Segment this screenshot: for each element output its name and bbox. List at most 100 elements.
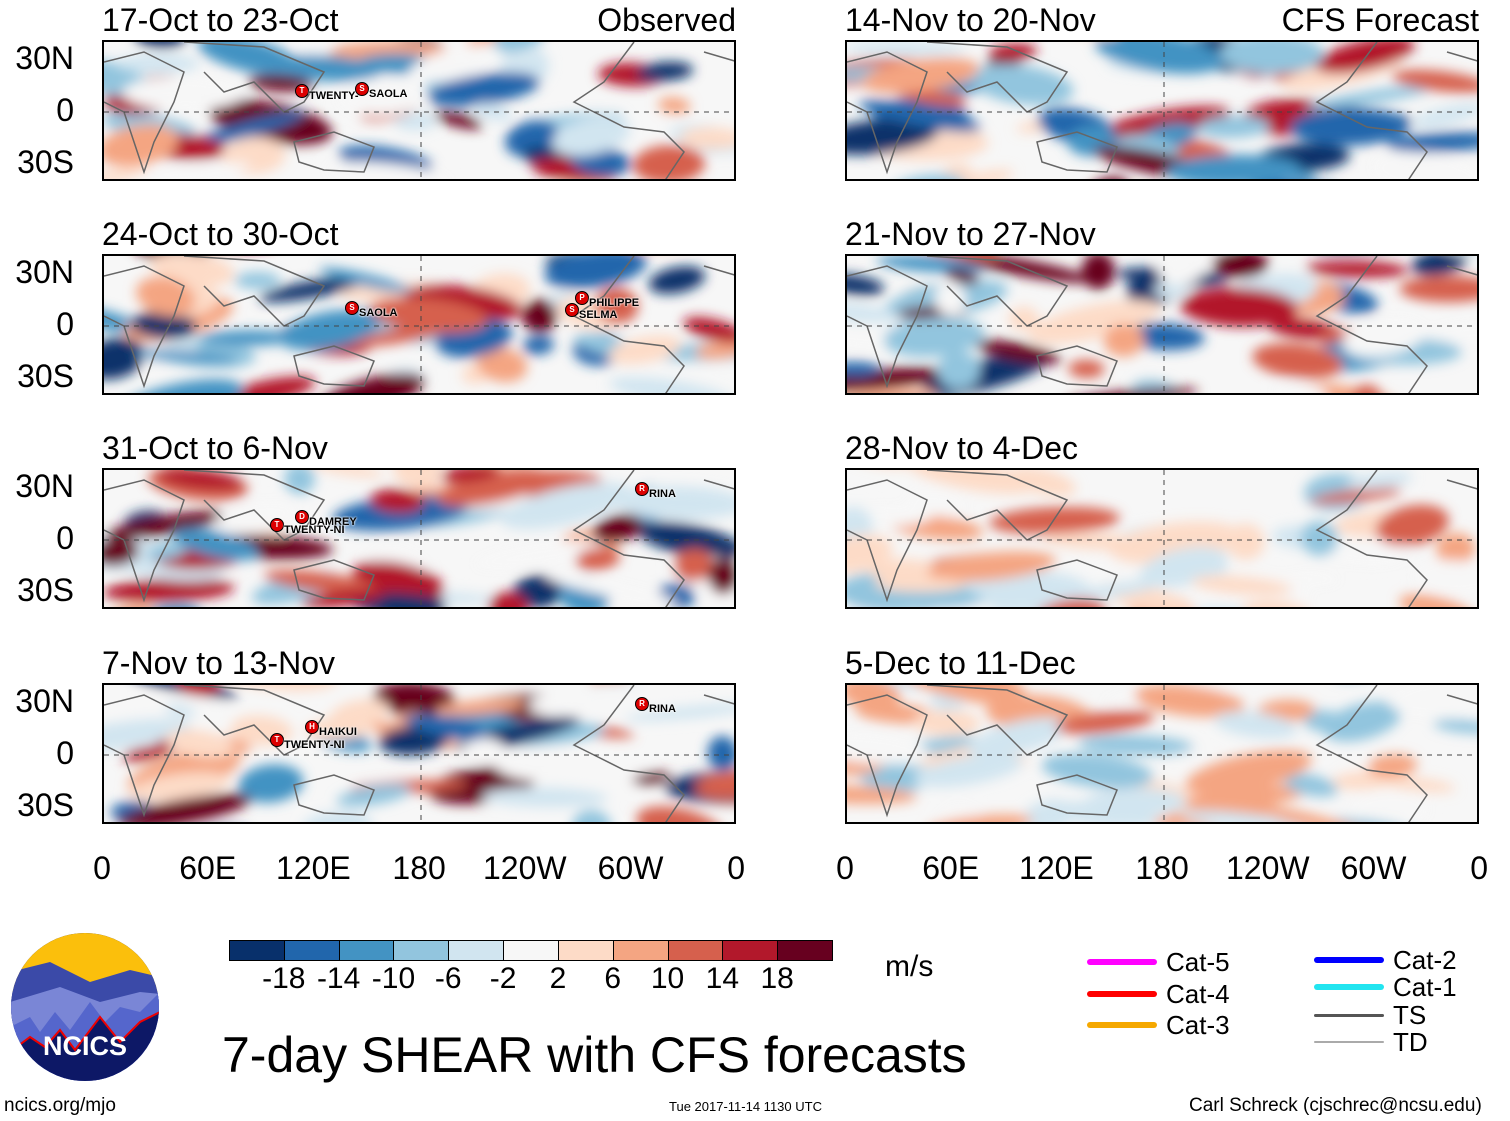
figure-title: 7-day SHEAR with CFS forecasts bbox=[222, 1027, 967, 1083]
map-panel: D DAMREY T TWENTY-NI R RINA bbox=[102, 468, 736, 609]
shear-anomaly-contour bbox=[149, 256, 235, 287]
shear-anomaly-contour bbox=[369, 297, 488, 333]
shear-anomaly-contour bbox=[369, 488, 425, 514]
shear-anomaly-contour bbox=[551, 268, 614, 288]
shear-anomaly-contour bbox=[1399, 275, 1477, 303]
cyclone-icon: T bbox=[270, 518, 284, 532]
shear-anomaly-contour bbox=[393, 470, 442, 489]
shear-anomaly-contour bbox=[177, 685, 220, 697]
shear-anomaly-contour bbox=[1191, 575, 1292, 596]
shear-anomaly-contour bbox=[694, 769, 734, 800]
shear-anomaly-contour bbox=[1315, 42, 1415, 74]
shear-anomaly-contour bbox=[913, 710, 980, 736]
panel-title: 21-Nov to 27-Nov bbox=[845, 216, 1096, 252]
shear-anomaly-contour bbox=[297, 42, 334, 60]
shear-anomaly-contour bbox=[945, 268, 980, 285]
shear-anomaly-contour bbox=[1197, 116, 1271, 138]
shear-anomaly-contour bbox=[847, 361, 881, 377]
shear-anomaly-contour bbox=[1008, 306, 1040, 331]
coastlines bbox=[104, 470, 734, 607]
shear-anomaly-contour bbox=[476, 347, 528, 383]
colorbar-tick-label: 18 bbox=[760, 962, 794, 995]
shear-anomaly-contour bbox=[404, 714, 487, 740]
panel-title: 28-Nov to 4-Dec bbox=[845, 430, 1078, 466]
shear-anomaly-contour bbox=[1041, 753, 1153, 789]
shear-anomaly-contour bbox=[847, 42, 967, 56]
storm-label: SAOLA bbox=[359, 307, 398, 319]
shear-anomaly-contour bbox=[1411, 256, 1468, 276]
shear-anomaly-contour bbox=[117, 793, 252, 822]
cyclone-icon: S bbox=[565, 303, 579, 317]
shear-anomaly-contour bbox=[1180, 287, 1299, 327]
shear-anomaly-contour bbox=[1346, 471, 1413, 490]
shear-anomaly-contour bbox=[128, 162, 252, 179]
legend-line-cat-1 bbox=[1314, 984, 1384, 990]
shear-anomaly-contour bbox=[1282, 773, 1338, 797]
map-panel: T TWENTY- S SAOLA bbox=[102, 40, 736, 181]
shear-anomaly-contour bbox=[1305, 260, 1409, 278]
shear-anomaly-contour bbox=[373, 685, 456, 717]
shear-anomaly-contour bbox=[1302, 709, 1344, 732]
shear-anomaly-contour bbox=[847, 389, 939, 393]
shear-anomaly-contour bbox=[624, 703, 734, 722]
shear-anomaly-contour bbox=[1411, 103, 1477, 128]
colorbar-unit: m/s bbox=[885, 950, 934, 983]
shear-anomaly-contour bbox=[694, 341, 734, 359]
shear-anomaly-contour bbox=[914, 754, 1023, 788]
shear-anomaly-contour bbox=[146, 604, 202, 607]
shear-anomaly-contour bbox=[1103, 323, 1145, 357]
shear-anomaly-contour bbox=[157, 470, 244, 491]
shear-anomaly-contour bbox=[427, 72, 540, 107]
shear-anomaly-contour bbox=[1273, 381, 1329, 393]
author-credit: Carl Schreck (cjschrec@ncsu.edu) bbox=[1189, 1095, 1482, 1116]
shear-anomaly-contour bbox=[1214, 710, 1298, 739]
shear-anomaly-contour bbox=[473, 102, 513, 121]
site-link[interactable]: ncics.org/mjo bbox=[4, 1095, 116, 1116]
cyclone-icon: R bbox=[635, 482, 649, 496]
shear-anomaly-contour bbox=[1371, 152, 1477, 179]
shear-anomaly-contour bbox=[657, 97, 691, 114]
shear-anomaly-contour bbox=[1096, 106, 1230, 142]
shear-anomaly-contour bbox=[1323, 701, 1402, 742]
shear-anomaly-contour bbox=[935, 803, 984, 822]
storm-label: RINA bbox=[649, 488, 676, 500]
shear-anomaly-contour bbox=[636, 61, 694, 82]
panel-title: 24-Oct to 30-Oct bbox=[102, 216, 339, 252]
shear-anomaly-contour bbox=[122, 745, 172, 762]
shear-anomaly-contour bbox=[522, 298, 558, 333]
colorbar-swatch bbox=[503, 940, 559, 961]
shear-anomaly-contour bbox=[437, 470, 551, 507]
lon-label: 0 bbox=[93, 850, 111, 886]
shear-anomaly-contour bbox=[648, 266, 706, 294]
shear-anomaly-contour bbox=[975, 340, 1061, 364]
panel-title: 17-Oct to 23-Oct bbox=[102, 2, 339, 38]
shear-anomaly-contour bbox=[1399, 594, 1476, 607]
colorbar-tick-label: 14 bbox=[705, 962, 740, 995]
storm-label: SELMA bbox=[579, 309, 618, 321]
shear-anomaly-contour bbox=[1088, 177, 1130, 179]
legend-label: TD bbox=[1393, 1027, 1428, 1057]
shear-anomaly-contour bbox=[104, 337, 145, 380]
lat-label: 30S bbox=[17, 572, 74, 608]
legend-line-cat-5 bbox=[1087, 959, 1157, 965]
panel-title: 14-Nov to 20-Nov bbox=[845, 2, 1096, 38]
shear-anomaly-contour bbox=[238, 764, 304, 803]
shear-anomaly-contour bbox=[934, 282, 967, 316]
shear-anomaly-contour bbox=[217, 376, 316, 393]
shear-anomaly-contour bbox=[301, 588, 386, 607]
shear-anomaly-contour bbox=[1433, 719, 1477, 734]
colorbar-tick-label: -2 bbox=[489, 962, 517, 995]
shear-anomaly-contour bbox=[1306, 85, 1436, 110]
shear-anomaly-contour bbox=[259, 277, 364, 303]
lon-label: 0 bbox=[727, 850, 746, 886]
colorbar-swatch bbox=[777, 940, 833, 961]
shear-anomaly-contour bbox=[989, 43, 1038, 61]
shear-anomaly-contour bbox=[165, 729, 235, 759]
shear-anomaly-contour bbox=[164, 703, 196, 718]
shear-anomaly-contour bbox=[989, 506, 1120, 535]
shear-anomaly-contour bbox=[128, 772, 231, 802]
shear-anomaly-contour bbox=[960, 169, 1014, 179]
shear-anomaly-contour bbox=[1342, 317, 1426, 357]
ncics-logo: NCICS bbox=[10, 932, 160, 1087]
storm-label: RINA bbox=[649, 703, 676, 715]
